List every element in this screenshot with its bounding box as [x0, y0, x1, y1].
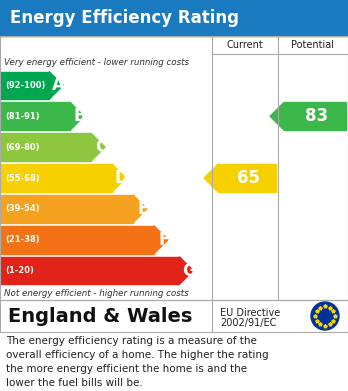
Text: Potential: Potential: [292, 40, 334, 50]
Text: Current: Current: [227, 40, 263, 50]
Text: 83: 83: [306, 107, 329, 125]
Text: Very energy efficient - lower running costs: Very energy efficient - lower running co…: [4, 58, 189, 67]
Polygon shape: [133, 195, 147, 223]
Text: 2002/91/EC: 2002/91/EC: [220, 318, 276, 328]
Polygon shape: [204, 164, 218, 192]
Text: C: C: [95, 138, 107, 156]
Polygon shape: [70, 102, 84, 130]
Text: Energy Efficiency Rating: Energy Efficiency Rating: [10, 9, 239, 27]
Polygon shape: [270, 102, 284, 130]
Bar: [0, 256, 179, 285]
Bar: [0, 195, 133, 223]
Text: E: E: [137, 200, 149, 218]
Polygon shape: [179, 256, 193, 285]
Text: (1-20): (1-20): [5, 266, 34, 275]
Text: (39-54): (39-54): [5, 204, 40, 213]
Text: (69-80): (69-80): [5, 143, 40, 152]
Bar: [0, 36, 348, 300]
Text: EU Directive: EU Directive: [220, 308, 280, 318]
Text: B: B: [73, 107, 86, 125]
Text: England & Wales: England & Wales: [8, 307, 192, 325]
Bar: [0, 102, 70, 130]
Bar: [0, 226, 154, 254]
Text: Not energy efficient - higher running costs: Not energy efficient - higher running co…: [4, 289, 189, 298]
Text: A: A: [53, 76, 65, 95]
Circle shape: [311, 302, 339, 330]
Bar: [0, 164, 112, 192]
Text: (55-68): (55-68): [5, 174, 40, 183]
Text: 65: 65: [237, 169, 261, 187]
Text: (21-38): (21-38): [5, 235, 40, 244]
Bar: [0, 72, 49, 99]
Bar: [0, 300, 348, 332]
Text: The energy efficiency rating is a measure of the
overall efficiency of a home. T: The energy efficiency rating is a measur…: [6, 336, 269, 388]
Bar: [0, 133, 91, 161]
Text: (81-91): (81-91): [5, 112, 40, 121]
Bar: [218, 164, 276, 192]
Polygon shape: [112, 164, 126, 192]
Text: F: F: [158, 231, 169, 249]
Text: D: D: [115, 169, 129, 187]
Text: G: G: [182, 262, 196, 280]
Polygon shape: [49, 72, 63, 99]
Bar: [0, 0, 348, 36]
Bar: [284, 102, 346, 130]
Text: (92-100): (92-100): [5, 81, 45, 90]
Polygon shape: [154, 226, 168, 254]
Polygon shape: [91, 133, 105, 161]
